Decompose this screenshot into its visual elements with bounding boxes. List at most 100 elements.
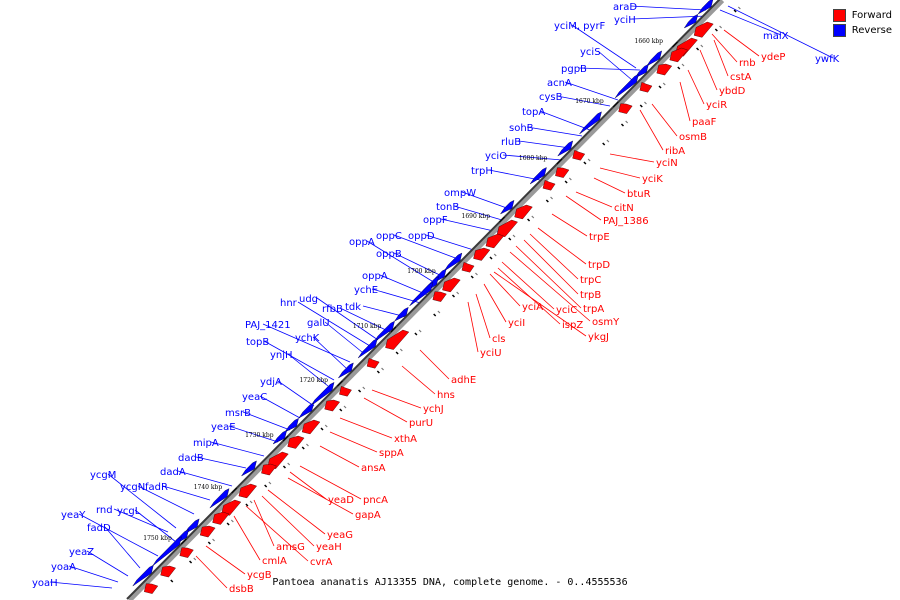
forward-gene-arrow[interactable] xyxy=(199,525,216,538)
reverse-gene-arrow[interactable] xyxy=(614,74,639,99)
forward-gene-arrow[interactable] xyxy=(179,547,194,558)
reverse-gene-label[interactable]: topB xyxy=(246,337,269,348)
forward-gene-label[interactable]: osmB xyxy=(679,132,707,143)
forward-gene-label[interactable]: ychJ xyxy=(423,404,444,415)
forward-gene-arrow[interactable] xyxy=(485,233,505,249)
forward-gene-label[interactable]: yciA xyxy=(522,302,543,313)
forward-gene-label[interactable]: cstA xyxy=(730,72,752,83)
forward-gene-label[interactable]: yeaD xyxy=(328,495,354,506)
reverse-gene-arrow[interactable] xyxy=(529,167,547,185)
forward-gene-arrow[interactable] xyxy=(656,63,673,76)
reverse-gene-label[interactable]: dadB xyxy=(178,453,204,464)
reverse-gene-label[interactable]: araD xyxy=(613,2,637,13)
forward-gene-label[interactable]: paaF xyxy=(692,117,717,128)
reverse-gene-arrow[interactable] xyxy=(298,402,315,419)
forward-gene-label[interactable]: trpE xyxy=(589,232,610,243)
reverse-gene-label[interactable]: rnd xyxy=(96,505,113,516)
forward-gene-label[interactable]: yeaH xyxy=(316,542,342,553)
reverse-gene-arrow[interactable] xyxy=(394,306,409,322)
reverse-gene-arrow[interactable] xyxy=(209,488,230,509)
forward-gene-label[interactable]: cvrA xyxy=(310,557,333,568)
forward-gene-label[interactable]: yciR xyxy=(706,100,727,111)
reverse-gene-label[interactable]: yoaH xyxy=(32,578,58,589)
reverse-gene-label[interactable]: rluB xyxy=(501,137,521,148)
reverse-gene-label[interactable]: ycgM xyxy=(90,470,116,481)
reverse-gene-label[interactable]: yeaE xyxy=(211,422,236,433)
forward-gene-arrow[interactable] xyxy=(618,103,633,114)
forward-gene-label[interactable]: osmY xyxy=(592,317,620,328)
forward-gene-arrow[interactable] xyxy=(461,261,475,273)
reverse-gene-label[interactable]: oppD xyxy=(408,231,435,242)
reverse-gene-arrow[interactable] xyxy=(499,199,515,215)
forward-gene-arrow[interactable] xyxy=(143,583,159,594)
forward-gene-arrow[interactable] xyxy=(473,247,491,261)
reverse-gene-arrow[interactable] xyxy=(357,338,378,359)
reverse-gene-label[interactable]: fadD xyxy=(87,523,111,534)
reverse-gene-label[interactable]: yciO xyxy=(485,151,507,162)
reverse-gene-label[interactable]: ywfK xyxy=(815,54,840,65)
reverse-gene-label[interactable]: yeaY xyxy=(61,510,86,521)
reverse-gene-label[interactable]: oppF xyxy=(423,215,448,226)
forward-gene-label[interactable]: adhE xyxy=(451,375,476,386)
forward-gene-label[interactable]: trpD xyxy=(588,260,610,271)
reverse-gene-label[interactable]: yciH xyxy=(614,15,636,26)
reverse-gene-label[interactable]: oppC xyxy=(376,231,402,242)
forward-gene-arrow[interactable] xyxy=(542,179,556,191)
forward-gene-label[interactable]: purU xyxy=(409,418,433,429)
reverse-gene-label[interactable]: topA xyxy=(522,107,545,118)
reverse-gene-label[interactable]: mipA xyxy=(193,438,219,449)
reverse-gene-label[interactable]: ychK xyxy=(295,333,320,344)
forward-gene-label[interactable]: sppA xyxy=(379,448,404,459)
forward-gene-label[interactable]: ydeP xyxy=(761,52,785,63)
reverse-gene-label[interactable]: acnA xyxy=(547,78,572,89)
reverse-gene-arrow[interactable] xyxy=(579,111,602,135)
forward-gene-arrow[interactable] xyxy=(301,419,321,435)
reverse-gene-label[interactable]: yciM, pyrF xyxy=(554,21,606,32)
forward-gene-label[interactable]: rnb xyxy=(739,58,756,69)
reverse-gene-label[interactable]: msrB xyxy=(225,408,251,419)
forward-gene-arrow[interactable] xyxy=(366,357,380,369)
reverse-gene-label[interactable]: ychE xyxy=(354,285,378,296)
forward-gene-label[interactable]: gapA xyxy=(355,510,381,521)
reverse-gene-arrow[interactable] xyxy=(697,0,714,15)
reverse-gene-arrow[interactable] xyxy=(152,536,182,567)
forward-gene-label[interactable]: citN xyxy=(614,203,634,214)
forward-gene-arrow[interactable] xyxy=(339,385,352,397)
forward-gene-arrow[interactable] xyxy=(160,565,176,578)
forward-gene-label[interactable]: amsG xyxy=(276,542,305,553)
reverse-gene-arrow[interactable] xyxy=(683,13,699,29)
reverse-gene-label[interactable]: ompW xyxy=(444,188,476,199)
reverse-gene-arrow[interactable] xyxy=(409,282,434,307)
reverse-gene-label[interactable]: oppA xyxy=(349,237,375,248)
forward-gene-label[interactable]: pncA xyxy=(363,495,388,506)
reverse-gene-label[interactable]: yeaC xyxy=(242,392,267,403)
reverse-gene-label[interactable]: ycgN xyxy=(120,482,145,493)
forward-gene-arrow[interactable] xyxy=(324,399,341,412)
forward-gene-label[interactable]: trpA xyxy=(583,304,604,315)
forward-gene-arrow[interactable] xyxy=(442,277,461,293)
forward-gene-label[interactable]: yciK xyxy=(642,174,663,185)
reverse-gene-label[interactable]: trpH xyxy=(471,166,493,177)
reverse-gene-arrow[interactable] xyxy=(557,140,574,157)
reverse-gene-label[interactable]: fadR xyxy=(145,482,168,493)
reverse-gene-label[interactable]: dadA xyxy=(160,467,186,478)
reverse-gene-label[interactable]: udg xyxy=(299,294,318,305)
forward-gene-label[interactable]: trpB xyxy=(580,290,601,301)
forward-gene-label[interactable]: hns xyxy=(437,390,455,401)
forward-gene-arrow[interactable] xyxy=(669,47,688,63)
reverse-gene-label[interactable]: ydjA xyxy=(260,377,282,388)
forward-gene-label[interactable]: yciC xyxy=(556,305,577,316)
forward-gene-label[interactable]: ybdD xyxy=(719,86,746,97)
reverse-gene-label[interactable]: galU xyxy=(307,318,330,329)
reverse-gene-label[interactable]: ynjH xyxy=(270,350,293,361)
reverse-gene-label[interactable]: rfbB xyxy=(322,304,343,315)
forward-gene-label[interactable]: yeaG xyxy=(327,530,353,541)
forward-gene-arrow[interactable] xyxy=(555,167,570,178)
forward-gene-arrow[interactable] xyxy=(693,21,714,38)
forward-gene-label[interactable]: yciU xyxy=(480,348,502,359)
forward-gene-label[interactable]: trpC xyxy=(580,275,601,286)
reverse-gene-arrow[interactable] xyxy=(132,564,154,587)
reverse-gene-label[interactable]: ycgL xyxy=(117,506,141,517)
forward-gene-label[interactable]: cmlA xyxy=(262,556,287,567)
reverse-gene-arrow[interactable] xyxy=(272,429,288,445)
